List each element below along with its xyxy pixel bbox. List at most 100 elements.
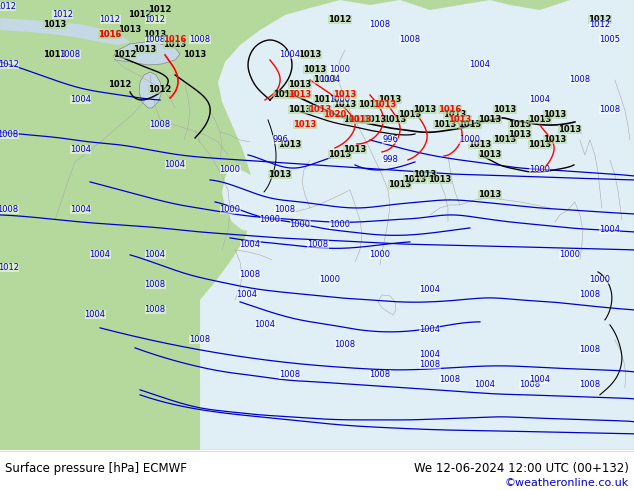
Text: 1000: 1000 — [529, 166, 550, 174]
Text: 1004: 1004 — [89, 250, 110, 259]
Text: 1013: 1013 — [288, 80, 312, 90]
Text: 1008: 1008 — [579, 380, 600, 390]
Text: 1008: 1008 — [420, 360, 441, 369]
Text: 1008: 1008 — [579, 345, 600, 354]
Text: 1013: 1013 — [378, 96, 401, 104]
Text: 1012: 1012 — [108, 80, 132, 90]
Text: 1000: 1000 — [559, 250, 580, 259]
Text: 1008: 1008 — [599, 105, 621, 115]
Text: 1013: 1013 — [384, 116, 406, 124]
Text: 1013: 1013 — [44, 21, 67, 29]
Text: 1000: 1000 — [219, 166, 240, 174]
Text: 1013: 1013 — [389, 180, 411, 190]
Text: 1000: 1000 — [590, 275, 611, 284]
Text: 1020: 1020 — [323, 110, 347, 120]
Text: 1013: 1013 — [304, 66, 327, 74]
Text: 1013: 1013 — [98, 30, 122, 40]
Text: 1016: 1016 — [438, 105, 462, 115]
Text: 1000: 1000 — [330, 220, 351, 229]
Text: 1008: 1008 — [334, 341, 356, 349]
Text: 1013: 1013 — [164, 41, 186, 49]
Text: 1004: 1004 — [529, 375, 550, 384]
Text: 1012: 1012 — [128, 10, 152, 20]
Text: 1008: 1008 — [307, 241, 328, 249]
Text: 1013: 1013 — [313, 75, 337, 84]
Text: 1008: 1008 — [0, 130, 18, 140]
Text: 1013: 1013 — [528, 116, 552, 124]
Text: 1013: 1013 — [119, 25, 142, 34]
Text: 1000: 1000 — [460, 135, 481, 145]
Text: 1008: 1008 — [240, 270, 261, 279]
Text: 1013: 1013 — [308, 105, 332, 115]
Text: 1013: 1013 — [344, 116, 366, 124]
Text: 1013: 1013 — [528, 141, 552, 149]
Text: 1008: 1008 — [145, 280, 165, 290]
Text: 1008: 1008 — [579, 291, 600, 299]
Text: 1004: 1004 — [469, 60, 491, 70]
Text: 1013: 1013 — [493, 105, 517, 115]
Text: 1008: 1008 — [399, 35, 420, 45]
Text: 1013: 1013 — [433, 121, 456, 129]
Text: 1012: 1012 — [588, 16, 612, 24]
Text: 1013: 1013 — [133, 46, 157, 54]
Text: 1013: 1013 — [413, 105, 437, 115]
Text: 1008: 1008 — [569, 75, 590, 84]
Text: 1000: 1000 — [290, 220, 311, 229]
Text: 1013: 1013 — [458, 121, 482, 129]
Text: 1008: 1008 — [150, 121, 171, 129]
Text: 1004: 1004 — [420, 325, 441, 334]
Text: 1013: 1013 — [413, 171, 437, 179]
Text: 996: 996 — [382, 135, 398, 145]
Text: 1000: 1000 — [330, 66, 351, 74]
Text: 996: 996 — [272, 135, 288, 145]
Text: 1013: 1013 — [508, 130, 531, 140]
Text: 1013: 1013 — [443, 110, 467, 120]
Text: 1008: 1008 — [60, 50, 81, 59]
Polygon shape — [222, 165, 278, 232]
Text: 1012: 1012 — [0, 60, 18, 70]
Polygon shape — [113, 42, 180, 65]
Text: 1013: 1013 — [398, 110, 422, 120]
Text: 1008: 1008 — [439, 375, 460, 384]
Text: 1013: 1013 — [294, 121, 316, 129]
Text: 1008: 1008 — [0, 205, 18, 215]
Text: 1013: 1013 — [288, 91, 312, 99]
Text: 1004: 1004 — [236, 291, 257, 299]
Text: 1013: 1013 — [543, 110, 567, 120]
Text: 1012: 1012 — [100, 16, 120, 24]
Text: 1004: 1004 — [529, 96, 550, 104]
Text: 1008: 1008 — [280, 370, 301, 379]
Text: 1012: 1012 — [145, 16, 165, 24]
Text: 1013: 1013 — [278, 141, 302, 149]
Text: 1004: 1004 — [145, 250, 165, 259]
Text: 1013: 1013 — [508, 121, 531, 129]
Polygon shape — [200, 0, 634, 450]
Text: 1004: 1004 — [254, 320, 276, 329]
Text: 1013: 1013 — [373, 100, 397, 109]
Text: 1013: 1013 — [328, 150, 352, 159]
Text: We 12-06-2024 12:00 UTC (00+132): We 12-06-2024 12:00 UTC (00+132) — [414, 462, 629, 475]
Text: 1013: 1013 — [299, 50, 321, 59]
Text: 1004: 1004 — [84, 310, 106, 319]
Text: 1004: 1004 — [420, 285, 441, 294]
Polygon shape — [0, 18, 130, 45]
Text: 1004: 1004 — [320, 75, 340, 84]
Text: 1013: 1013 — [363, 116, 387, 124]
Text: 1008: 1008 — [145, 305, 165, 315]
Text: 1008: 1008 — [370, 21, 391, 29]
Text: 1008: 1008 — [190, 335, 210, 344]
Text: 998: 998 — [382, 155, 398, 165]
Text: 1000: 1000 — [259, 216, 280, 224]
Text: 1013: 1013 — [44, 50, 67, 59]
Text: 1013: 1013 — [469, 141, 491, 149]
Text: 1008: 1008 — [370, 370, 391, 379]
Text: 1016: 1016 — [98, 30, 122, 40]
Text: 1012: 1012 — [148, 85, 172, 95]
Polygon shape — [139, 72, 162, 108]
Text: 1012: 1012 — [328, 16, 352, 24]
Text: 1008: 1008 — [145, 35, 165, 45]
Text: 1008: 1008 — [190, 35, 210, 45]
Text: 1012: 1012 — [590, 21, 611, 29]
Text: 1004: 1004 — [165, 160, 186, 170]
Text: 1013: 1013 — [333, 100, 356, 109]
